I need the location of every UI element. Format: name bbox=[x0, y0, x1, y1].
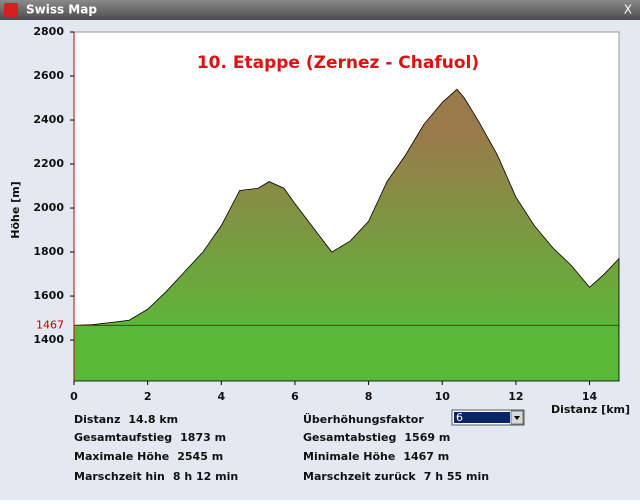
stat-label: Minimale Höhe bbox=[303, 450, 395, 463]
stats: Distanz 14.8 km Überhöhungsfaktor 6 Gesamtau… bbox=[74, 409, 525, 483]
stat: Gesamtabstieg 1569 m bbox=[303, 431, 450, 444]
stat-value: 8 h 12 min bbox=[173, 470, 238, 483]
stat-value: 1569 m bbox=[404, 431, 450, 444]
x-tick-label: 10 bbox=[435, 390, 451, 403]
y-tick-label: 1600 bbox=[33, 289, 64, 302]
stat-value: 2545 m bbox=[177, 450, 223, 463]
stat-value: 1467 m bbox=[403, 450, 449, 463]
title-bar bbox=[0, 0, 640, 20]
dropdown-arrow bbox=[514, 416, 520, 420]
x-tick-label: 14 bbox=[582, 390, 598, 403]
stat-label: Gesamtabstieg bbox=[303, 431, 396, 444]
stat-label: Maximale Höhe bbox=[74, 450, 169, 463]
dropdown-selection bbox=[454, 412, 510, 423]
window-title: Swiss Map bbox=[26, 3, 97, 17]
x-tick-label: 6 bbox=[291, 390, 299, 403]
stat-value: 14.8 km bbox=[128, 413, 178, 426]
stat-label: Gesamtaufstieg bbox=[74, 431, 172, 444]
x-tick-label: 0 bbox=[70, 390, 78, 403]
y-tick-label: 2400 bbox=[33, 113, 64, 126]
x-tick-label: 2 bbox=[144, 390, 152, 403]
chart: 1467 1400 1600 1800 2000 2200 2400 2600 2800 0 2 4 6… bbox=[33, 25, 620, 403]
y-tick-label: 2200 bbox=[33, 157, 64, 170]
x-tick-label: 8 bbox=[365, 390, 373, 403]
x-tick-label: 12 bbox=[508, 390, 523, 403]
y-tick-label: 2000 bbox=[33, 201, 64, 214]
dropdown-value: 6 bbox=[456, 411, 463, 424]
stat-label: Überhöhungsfaktor bbox=[303, 412, 424, 426]
elevation-area bbox=[73, 88, 620, 382]
y-tick-label: 1800 bbox=[33, 245, 64, 258]
stat: Marschzeit hin 8 h 12 min bbox=[74, 470, 238, 483]
stat-value: 7 h 55 min bbox=[424, 470, 489, 483]
stat-label: Distanz bbox=[74, 413, 120, 426]
x-tick-label: 4 bbox=[217, 390, 225, 403]
app-icon bbox=[4, 3, 18, 17]
stat: Gesamtaufstieg 1873 m bbox=[74, 431, 226, 444]
y-tick-label: 1400 bbox=[33, 333, 64, 346]
stat: Marschzeit zurück 7 h 55 min bbox=[303, 470, 489, 483]
stat: Überhöhungsfaktor bbox=[303, 412, 424, 426]
y-axis-label: Höhe [m] bbox=[9, 181, 22, 238]
y-tick-label: 2600 bbox=[33, 69, 64, 82]
reference-label: 1467 bbox=[36, 318, 64, 331]
stat: Distanz 14.8 km bbox=[74, 413, 178, 426]
stat: Minimale Höhe 1467 m bbox=[303, 450, 449, 463]
stat-label: Marschzeit zurück bbox=[303, 470, 416, 483]
x-axis-label: Distanz [km] bbox=[551, 403, 630, 416]
close-button[interactable]: X bbox=[624, 3, 632, 17]
stat: Maximale Höhe 2545 m bbox=[74, 450, 223, 463]
chart-title: 10. Etappe (Zernez - Chafuol) bbox=[197, 53, 479, 73]
stat-label: Marschzeit hin bbox=[74, 470, 165, 483]
stat-value: 1873 m bbox=[180, 431, 226, 444]
y-tick-label: 2800 bbox=[33, 25, 64, 38]
